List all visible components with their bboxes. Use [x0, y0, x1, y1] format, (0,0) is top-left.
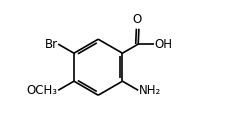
Text: OCH₃: OCH₃	[27, 84, 57, 97]
Text: NH₂: NH₂	[138, 84, 160, 97]
Text: OH: OH	[153, 38, 172, 51]
Text: Br: Br	[44, 38, 57, 51]
Text: O: O	[132, 13, 141, 26]
